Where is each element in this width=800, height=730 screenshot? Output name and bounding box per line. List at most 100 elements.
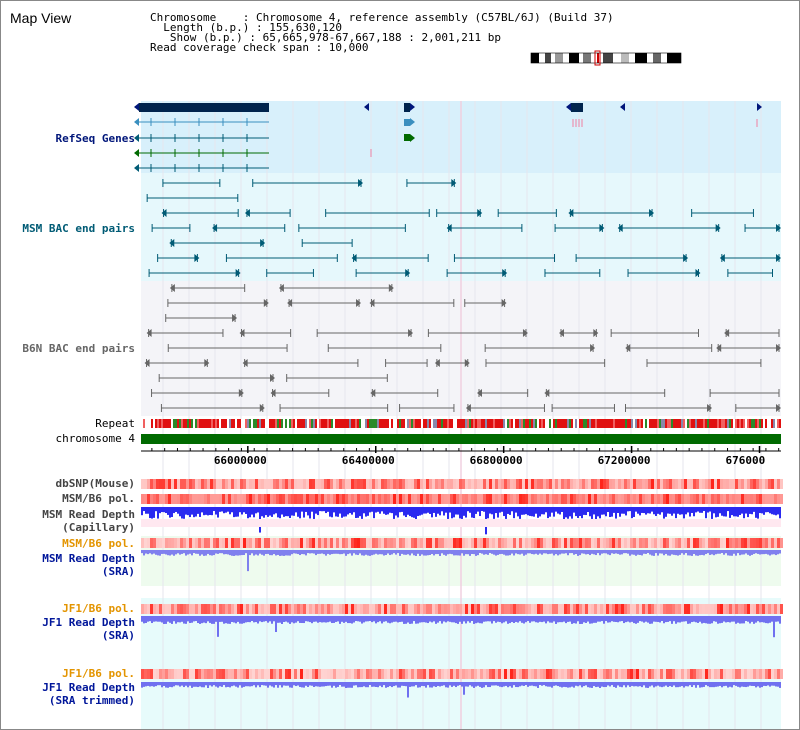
- depth-bar: [435, 550, 437, 555]
- repeat-mark: [423, 419, 425, 428]
- heat-mark: [348, 538, 351, 548]
- heat-mark: [723, 494, 726, 504]
- depth-bar: [471, 682, 473, 687]
- repeat-mark: [381, 419, 383, 428]
- heat-mark: [147, 479, 150, 489]
- depth-bar: [513, 507, 515, 519]
- depth-bar: [549, 682, 551, 687]
- heat-mark: [171, 538, 174, 548]
- depth-bar: [491, 507, 493, 515]
- heat-mark: [378, 538, 381, 548]
- heat-mark: [597, 479, 600, 489]
- depth-bar: [289, 550, 291, 556]
- heat-mark: [474, 538, 477, 548]
- heat-mark: [684, 479, 687, 489]
- depth-bar: [257, 550, 259, 556]
- heat-mark: [426, 604, 429, 614]
- depth-bar: [619, 550, 621, 555]
- depth-bar: [361, 507, 363, 519]
- heat-mark: [600, 669, 603, 679]
- depth-bar: [409, 682, 411, 687]
- depth-bar: [619, 616, 621, 622]
- heat-mark: [480, 604, 483, 614]
- depth-bar: [697, 616, 699, 623]
- heat-mark: [609, 538, 612, 548]
- depth-bar: [143, 616, 145, 624]
- heat-mark: [330, 669, 333, 679]
- heat-mark: [150, 479, 153, 489]
- heat-mark: [453, 494, 456, 504]
- depth-bar: [255, 616, 257, 623]
- depth-bar: [319, 507, 321, 512]
- depth-bar: [373, 682, 375, 687]
- depth-bar: [469, 682, 471, 686]
- repeat-mark: [429, 419, 431, 428]
- depth-bar: [243, 616, 245, 624]
- heat-mark: [621, 604, 624, 614]
- depth-bar: [223, 682, 225, 686]
- depth-bar: [321, 507, 323, 512]
- depth-bar: [299, 616, 301, 623]
- heat-mark: [213, 494, 216, 504]
- heat-mark: [159, 669, 162, 679]
- depth-bar: [765, 550, 767, 554]
- heat-mark: [249, 669, 252, 679]
- heat-mark: [165, 604, 168, 614]
- heat-mark: [228, 479, 231, 489]
- depth-bar: [741, 550, 743, 555]
- depth-bar: [747, 507, 749, 518]
- heat-mark: [519, 538, 522, 548]
- heat-mark: [348, 479, 351, 489]
- heat-mark: [681, 494, 684, 504]
- heat-mark: [528, 604, 531, 614]
- heat-mark: [495, 538, 498, 548]
- heat-mark: [591, 479, 594, 489]
- heat-mark: [363, 538, 366, 548]
- depth-bar: [547, 682, 549, 687]
- depth-bar: [543, 682, 545, 686]
- depth-bar: [529, 550, 531, 554]
- heat-mark: [435, 479, 438, 489]
- depth-bar: [537, 507, 539, 518]
- heat-mark: [660, 494, 663, 504]
- heat-mark: [489, 494, 492, 504]
- repeat-mark: [411, 419, 413, 428]
- heat-mark: [408, 669, 411, 679]
- depth-bar: [525, 616, 527, 623]
- heat-mark: [705, 604, 708, 614]
- heat-mark: [153, 479, 156, 489]
- depth-bar: [505, 616, 507, 622]
- depth-bar: [569, 507, 571, 517]
- depth-bar: [759, 616, 761, 623]
- repeat-mark: [641, 419, 643, 428]
- arrow-mark: [232, 314, 238, 322]
- repeat-mark: [183, 419, 185, 428]
- heat-mark: [312, 479, 315, 489]
- depth-bar: [445, 682, 447, 688]
- repeat-mark: [673, 419, 675, 428]
- heat-mark: [447, 479, 450, 489]
- depth-bar: [663, 507, 665, 519]
- heat-mark: [717, 494, 720, 504]
- heat-mark: [549, 669, 552, 679]
- heat-mark: [723, 604, 726, 614]
- heat-mark: [219, 669, 222, 679]
- heat-mark: [741, 538, 744, 548]
- depth-bar: [417, 507, 419, 517]
- depth-bar: [741, 616, 743, 624]
- depth-bar: [489, 616, 491, 622]
- heat-mark: [243, 479, 246, 489]
- heat-mark: [402, 669, 405, 679]
- depth-bar: [275, 550, 277, 556]
- heat-mark: [441, 669, 444, 679]
- depth-bar: [307, 550, 309, 554]
- heat-mark: [180, 604, 183, 614]
- heat-mark: [222, 604, 225, 614]
- depth-bar: [677, 507, 679, 514]
- depth-bar: [483, 507, 485, 512]
- repeat-mark: [353, 419, 355, 428]
- depth-bar: [471, 507, 473, 518]
- depth-bar: [515, 550, 517, 554]
- depth-bar: [493, 616, 495, 622]
